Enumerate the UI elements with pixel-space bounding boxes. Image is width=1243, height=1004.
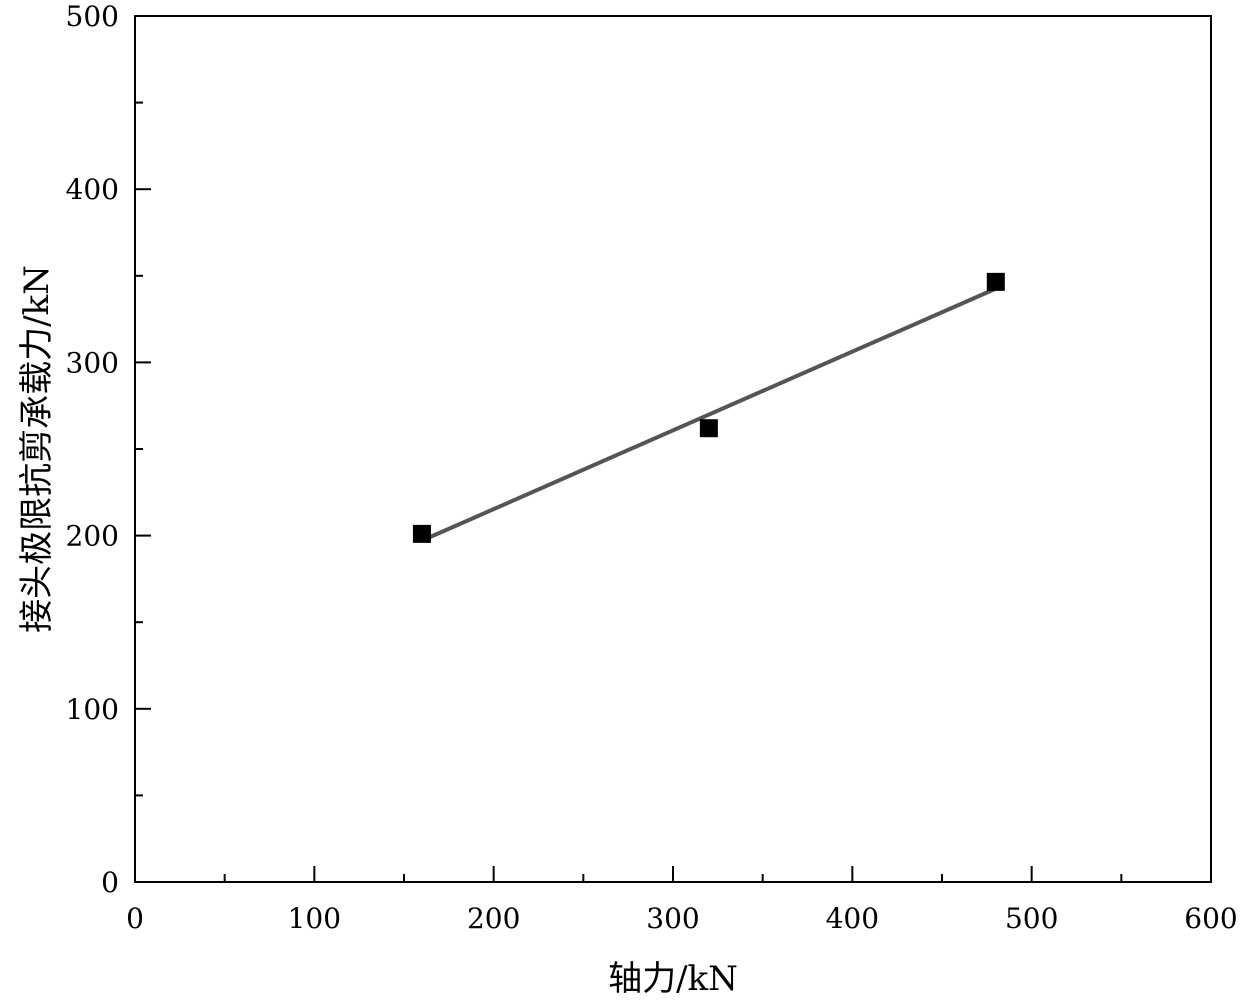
x-tick-label: 0 [126, 902, 144, 935]
x-tick-label: 100 [288, 902, 341, 935]
x-axis-label: 轴力/kN [608, 959, 738, 999]
y-tick-label: 500 [66, 0, 119, 33]
x-tick-label: 600 [1184, 902, 1237, 935]
x-tick-label: 200 [467, 902, 520, 935]
y-tick-label: 400 [66, 173, 119, 206]
y-tick-label: 100 [66, 693, 119, 726]
x-tick-label: 300 [646, 902, 699, 935]
data-point [699, 419, 718, 438]
y-tick-label: 300 [66, 346, 119, 379]
data-point [412, 524, 431, 543]
x-tick-label: 500 [1005, 902, 1058, 935]
plot-frame [134, 15, 1212, 883]
x-tick-label: 400 [826, 902, 879, 935]
fit-line [421, 286, 997, 543]
data-point [986, 272, 1005, 291]
y-tick-label: 0 [101, 866, 119, 899]
y-axis-label: 接头极限抗剪承载力/kN [17, 265, 57, 633]
y-tick-label: 200 [66, 520, 119, 553]
